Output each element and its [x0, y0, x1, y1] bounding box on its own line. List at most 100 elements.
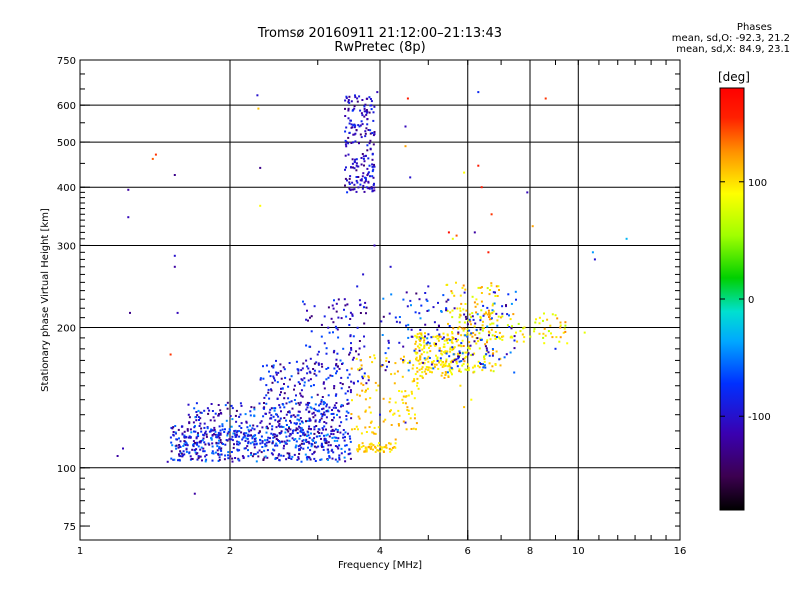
data-point — [287, 411, 290, 414]
data-point — [410, 428, 413, 430]
data-point — [405, 291, 408, 294]
data-point — [479, 328, 482, 331]
data-point — [336, 439, 339, 442]
data-point — [415, 358, 417, 360]
data-point — [355, 176, 358, 178]
data-point — [348, 353, 351, 356]
data-point — [499, 357, 502, 360]
data-point — [365, 186, 368, 189]
data-point — [406, 97, 409, 100]
data-point — [335, 358, 338, 361]
data-point — [322, 382, 325, 385]
data-point — [275, 435, 278, 438]
data-point — [471, 312, 474, 315]
data-point — [438, 333, 441, 336]
data-point — [267, 441, 270, 444]
data-point — [230, 438, 233, 441]
data-point — [395, 320, 398, 323]
data-point — [450, 371, 453, 374]
data-point — [384, 445, 387, 448]
data-point — [218, 436, 221, 439]
data-point — [358, 299, 361, 302]
data-point — [364, 130, 367, 133]
data-point — [322, 381, 325, 384]
data-point — [310, 315, 313, 318]
data-point — [398, 321, 401, 324]
data-point — [264, 443, 267, 446]
data-point — [463, 321, 466, 324]
data-point — [363, 105, 366, 108]
data-point — [351, 314, 354, 317]
data-point — [361, 175, 364, 178]
data-point — [369, 356, 372, 359]
data-point — [236, 430, 239, 433]
data-point — [198, 419, 200, 421]
data-point — [300, 389, 303, 392]
data-point — [173, 254, 176, 257]
data-point — [299, 429, 302, 432]
data-point — [203, 409, 206, 412]
data-point — [462, 363, 465, 365]
data-point — [370, 442, 373, 445]
data-point — [365, 389, 367, 392]
data-point — [194, 416, 197, 419]
data-point — [354, 158, 357, 161]
data-point — [214, 430, 217, 433]
data-point — [344, 154, 347, 157]
data-point — [502, 335, 505, 338]
data-point — [304, 440, 307, 443]
data-point — [455, 360, 458, 363]
data-point — [458, 360, 461, 363]
data-point — [355, 425, 358, 428]
data-point — [358, 125, 361, 128]
data-point — [252, 424, 255, 427]
data-point — [421, 348, 424, 351]
data-point — [327, 458, 329, 461]
data-point — [213, 426, 216, 429]
data-point — [368, 426, 371, 428]
data-point — [355, 129, 358, 131]
data-point — [464, 288, 467, 291]
data-point — [470, 354, 473, 357]
data-point — [280, 387, 282, 390]
data-point — [419, 355, 422, 358]
data-point — [564, 330, 567, 333]
data-point — [185, 450, 188, 453]
data-point — [283, 417, 286, 419]
data-point — [344, 460, 347, 463]
data-point — [253, 446, 256, 449]
data-point — [429, 370, 432, 373]
data-point — [368, 164, 371, 167]
data-point — [413, 349, 416, 352]
data-point — [415, 356, 418, 359]
data-point — [340, 387, 343, 390]
data-point — [369, 129, 372, 132]
data-point — [214, 412, 217, 415]
data-point — [197, 457, 200, 460]
data-point — [360, 178, 363, 181]
data-point — [468, 329, 471, 332]
data-point — [327, 366, 330, 369]
data-point — [455, 234, 458, 237]
data-point — [458, 370, 461, 373]
data-point — [237, 443, 240, 446]
data-point — [499, 364, 502, 367]
data-point — [273, 449, 276, 452]
data-point — [410, 304, 412, 307]
data-point — [373, 189, 376, 192]
data-point — [246, 437, 249, 440]
data-point — [364, 180, 367, 183]
data-point — [355, 350, 357, 353]
data-point — [302, 300, 304, 303]
data-point — [359, 367, 362, 370]
data-point — [360, 364, 363, 367]
data-point — [122, 447, 124, 450]
data-point — [470, 398, 473, 401]
data-point — [451, 309, 454, 312]
data-point — [456, 307, 459, 310]
data-point — [276, 381, 279, 384]
data-point — [312, 384, 315, 387]
data-point — [325, 368, 328, 370]
data-point — [363, 190, 366, 193]
data-point — [471, 315, 474, 318]
